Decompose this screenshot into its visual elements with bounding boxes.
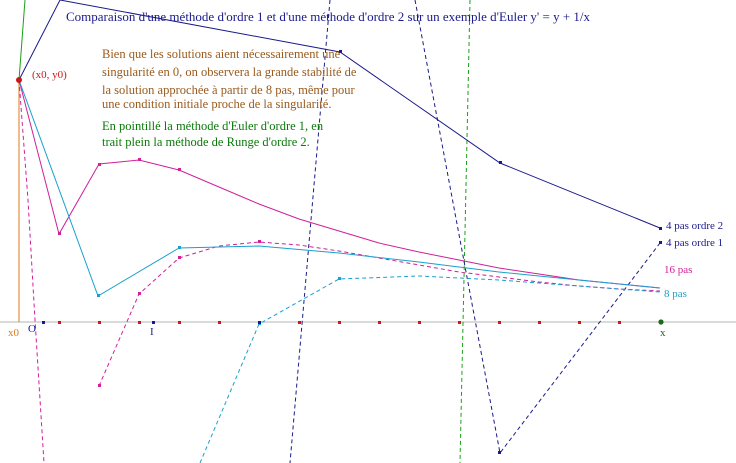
tick — [218, 321, 221, 324]
marker — [98, 384, 101, 387]
marker — [498, 451, 501, 454]
tick — [58, 321, 61, 324]
stability-note-line: une condition initiale proche de la sing… — [102, 97, 331, 111]
legend-note-line: trait plein la méthode de Runge d'ordre … — [102, 135, 310, 149]
marker — [138, 158, 141, 161]
tick — [138, 321, 141, 324]
marker — [339, 50, 342, 53]
tick — [178, 321, 181, 324]
tick — [298, 321, 301, 324]
tick — [258, 321, 261, 324]
x0-label: x0 — [8, 327, 20, 339]
initial-point-label: (x0, y0) — [32, 69, 67, 81]
marker — [499, 161, 502, 164]
marker — [659, 227, 662, 230]
green-dashed-line — [459, 0, 471, 463]
stability-note-line: Bien que les solutions aient nécessairem… — [102, 47, 341, 61]
series-8-pas-ordre-2 — [18, 79, 661, 297]
series-4-pas-ordre-1-b — [414, 0, 661, 455]
tick — [538, 321, 541, 324]
tick — [458, 321, 461, 324]
legend-note-line: En pointillé la méthode d'Euler d'ordre … — [102, 119, 324, 133]
stability-note-line: la solution approchée à partir de 8 pas,… — [102, 83, 356, 97]
marker — [58, 232, 61, 235]
label-16-pas: 16 pas — [664, 264, 692, 276]
tick — [418, 321, 421, 324]
axis-ticks — [42, 321, 621, 324]
marker — [178, 168, 181, 171]
marker — [97, 294, 100, 297]
label-4-pas-ordre-1: 4 pas ordre 1 — [666, 237, 723, 249]
marker — [338, 277, 341, 280]
series-16-pas-ordre-2 — [18, 79, 661, 289]
marker — [138, 292, 141, 295]
marker — [178, 246, 181, 249]
figure-title: Comparaison d'une méthode d'ordre 1 et d… — [66, 9, 591, 24]
green-solid-curve — [18, 0, 26, 81]
end-point-x[interactable] — [658, 319, 664, 325]
tick — [42, 321, 45, 324]
initial-point[interactable] — [16, 77, 22, 83]
series-4-pas-ordre-2 — [18, 0, 661, 229]
marker — [178, 256, 181, 259]
markers — [58, 50, 662, 454]
x-label: x — [660, 327, 666, 339]
tick — [578, 321, 581, 324]
series-8-pas-ordre-1 — [199, 275, 661, 463]
series-4-pas-ordre-1 — [289, 0, 331, 463]
stability-note-line: singularité en 0, on observera la grande… — [102, 65, 357, 79]
tick — [618, 321, 621, 324]
tick — [378, 321, 381, 324]
tick — [338, 321, 341, 324]
unit-label: I — [150, 326, 154, 338]
marker — [98, 163, 101, 166]
legend-note: En pointillé la méthode d'Euler d'ordre … — [102, 119, 326, 149]
series-16-pas-ordre-1-b — [98, 241, 661, 387]
label-8-pas: 8 pas — [664, 288, 687, 300]
marker — [258, 240, 261, 243]
tick — [498, 321, 501, 324]
stability-note: Bien que les solutions aient nécessairem… — [102, 47, 360, 111]
tick — [98, 321, 101, 324]
marker — [659, 241, 662, 244]
label-4-pas-ordre-2: 4 pas ordre 2 — [666, 220, 723, 232]
origin-label: O — [28, 323, 36, 335]
tick — [152, 321, 155, 324]
